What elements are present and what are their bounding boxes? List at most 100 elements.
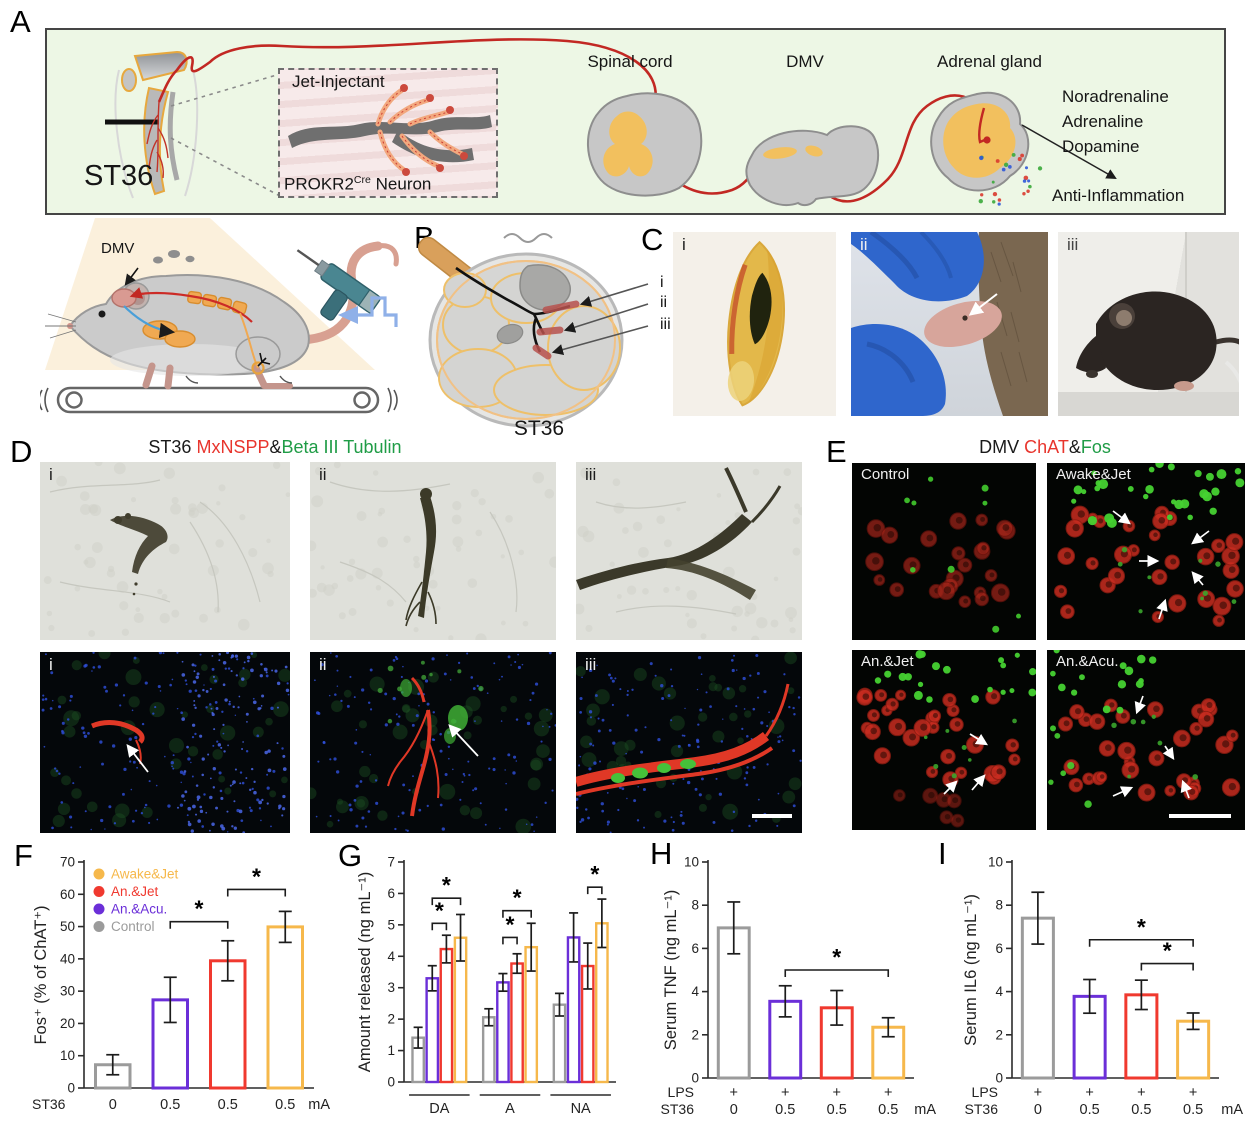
dmv-label: DMV bbox=[786, 52, 824, 71]
panel-d-fl-marker-ii: ii bbox=[319, 655, 327, 674]
panel-a-drawing bbox=[105, 38, 1117, 207]
st36-label-a: ST36 bbox=[84, 160, 154, 192]
svg-text:An.&Jet: An.&Jet bbox=[111, 884, 159, 899]
svg-text:Amount released (ng mL⁻¹): Amount released (ng mL⁻¹) bbox=[356, 872, 374, 1072]
panel-e-image-an-jet: An.&Jet bbox=[852, 650, 1036, 830]
inset-nerve-drawing bbox=[288, 84, 492, 176]
panel-e-image-control: Control bbox=[852, 463, 1036, 640]
svg-text:An.&Acu.: An.&Acu. bbox=[111, 902, 167, 917]
svg-text:50: 50 bbox=[60, 919, 75, 934]
svg-text:70: 70 bbox=[60, 855, 75, 870]
panel-g-letter: G bbox=[338, 838, 363, 873]
svg-text:60: 60 bbox=[60, 887, 75, 902]
svg-text:4: 4 bbox=[691, 984, 699, 999]
svg-text:Serum IL6 (ng mL⁻¹): Serum IL6 (ng mL⁻¹) bbox=[962, 894, 980, 1046]
svg-text:*: * bbox=[1137, 914, 1146, 940]
svg-text:4: 4 bbox=[995, 984, 1003, 999]
hormone-noradrenaline: Noradrenaline bbox=[1062, 87, 1169, 106]
panel-e-image-awake-jet: Awake&Jet bbox=[1047, 463, 1245, 640]
panel-d-fl-marker-iii: iii bbox=[585, 655, 597, 674]
svg-text:DA: DA bbox=[429, 1101, 449, 1117]
chart-amount-released: 0 1 2 3 4 5 6 7 Amount released (ng mL⁻¹) DA A NA * *… bbox=[350, 850, 622, 1126]
chart-serum-il6: 0 2 4 6 8 10 Serum IL6 (ng mL⁻¹) * * + + + + LPS 0 0.5 0… bbox=[956, 850, 1245, 1126]
svg-text:0.5: 0.5 bbox=[827, 1102, 847, 1118]
panel-e-letter: E bbox=[826, 434, 847, 469]
svg-text:20: 20 bbox=[60, 1016, 75, 1031]
panel-e-image-an-acu: An.&Acu. bbox=[1047, 650, 1245, 830]
chart-fos-percent: 0 10 20 30 40 50 60 70 Fos⁺ (% of ChAT⁺) * * 0 0.5 0.… bbox=[26, 850, 332, 1126]
svg-text:0: 0 bbox=[730, 1102, 738, 1118]
panel-e-label-control: Control bbox=[861, 466, 910, 483]
svg-text:0: 0 bbox=[995, 1071, 1003, 1086]
panel-d-fluorescence-i: i bbox=[40, 652, 290, 833]
svg-text:Fos⁺ (% of ChAT⁺): Fos⁺ (% of ChAT⁺) bbox=[32, 905, 50, 1044]
svg-text:Serum TNF (ng mL⁻¹): Serum TNF (ng mL⁻¹) bbox=[662, 890, 680, 1051]
panel-f-letter: F bbox=[14, 838, 33, 873]
svg-text:8: 8 bbox=[691, 898, 699, 913]
panel-b-marker-i: i bbox=[660, 274, 664, 291]
svg-text:LPS: LPS bbox=[668, 1084, 694, 1100]
panel-c-photo-i: i bbox=[673, 232, 836, 416]
photo-ii-drawing bbox=[851, 232, 1048, 416]
inset-title: Jet-Injectant bbox=[292, 72, 385, 91]
svg-text:10: 10 bbox=[684, 855, 699, 870]
svg-text:6: 6 bbox=[691, 941, 699, 956]
svg-text:2: 2 bbox=[387, 1012, 395, 1027]
panel-c-marker-iii: iii bbox=[1067, 235, 1079, 254]
panel-c-letter: C bbox=[641, 222, 664, 257]
svg-text:*: * bbox=[435, 897, 444, 923]
panel-b-marker-iii: iii bbox=[660, 316, 671, 333]
panel-e-label-an-jet: An.&Jet bbox=[861, 653, 914, 670]
svg-text:0.5: 0.5 bbox=[1183, 1102, 1203, 1118]
hormone-dots bbox=[978, 152, 1043, 206]
svg-text:3: 3 bbox=[387, 980, 395, 995]
svg-text:0.5: 0.5 bbox=[878, 1102, 898, 1118]
panel-c-marker-ii: ii bbox=[860, 235, 868, 254]
svg-text:+: + bbox=[1137, 1085, 1145, 1101]
svg-text:0: 0 bbox=[1034, 1102, 1042, 1118]
hormone-adrenaline: Adrenaline bbox=[1062, 112, 1144, 131]
panel-a-schematic bbox=[45, 28, 1226, 215]
svg-text:10: 10 bbox=[988, 855, 1003, 870]
spinal-cord-label: Spinal cord bbox=[587, 52, 673, 71]
svg-text:0.5: 0.5 bbox=[1131, 1102, 1151, 1118]
panel-e-title: DMV ChAT&Fos bbox=[979, 437, 1111, 457]
chart-serum-tnf: 0 2 4 6 8 10 Serum TNF (ng mL⁻¹) * + + + + LPS 0 0.5 0.… bbox=[656, 850, 938, 1126]
svg-text:Awake&Jet: Awake&Jet bbox=[111, 867, 179, 882]
svg-text:*: * bbox=[832, 944, 841, 970]
photo-i-drawing bbox=[727, 240, 785, 407]
svg-text:0.5: 0.5 bbox=[218, 1097, 238, 1113]
photo-iii-drawing bbox=[1058, 232, 1239, 416]
svg-text:8: 8 bbox=[995, 898, 1003, 913]
svg-text:ST36: ST36 bbox=[661, 1101, 695, 1117]
svg-text:2: 2 bbox=[691, 1027, 699, 1042]
panel-d-bf-marker-ii: ii bbox=[319, 465, 327, 484]
svg-text:*: * bbox=[252, 863, 261, 889]
panel-d-brightfield-ii: ii bbox=[310, 462, 556, 640]
panel-c-marker-i: i bbox=[682, 235, 686, 254]
svg-text:4: 4 bbox=[387, 949, 395, 964]
svg-text:+: + bbox=[781, 1085, 789, 1101]
jet-injectant-inset bbox=[278, 68, 498, 198]
st36-label-b: ST36 bbox=[513, 417, 565, 440]
svg-text:0: 0 bbox=[67, 1081, 75, 1096]
panel-d-fl-marker-i: i bbox=[49, 655, 53, 674]
svg-text:LPS: LPS bbox=[972, 1084, 998, 1100]
panel-b-marker-ii: ii bbox=[660, 294, 668, 311]
svg-text:+: + bbox=[833, 1085, 841, 1101]
svg-text:mA: mA bbox=[308, 1097, 330, 1113]
svg-text:ST36: ST36 bbox=[965, 1101, 999, 1117]
svg-text:0.5: 0.5 bbox=[275, 1097, 295, 1113]
svg-text:6: 6 bbox=[387, 886, 395, 901]
svg-text:1: 1 bbox=[387, 1043, 395, 1058]
svg-text:*: * bbox=[513, 885, 522, 911]
svg-text:+: + bbox=[884, 1085, 892, 1101]
svg-text:*: * bbox=[1163, 938, 1172, 964]
hormone-dopamine: Dopamine bbox=[1062, 137, 1140, 156]
panel-e-label-awake-jet: Awake&Jet bbox=[1056, 466, 1131, 483]
panel-d-brightfield-iii: iii bbox=[576, 462, 802, 640]
svg-text:0: 0 bbox=[109, 1097, 117, 1113]
svg-text:0: 0 bbox=[387, 1075, 395, 1090]
svg-text:mA: mA bbox=[1221, 1102, 1243, 1118]
